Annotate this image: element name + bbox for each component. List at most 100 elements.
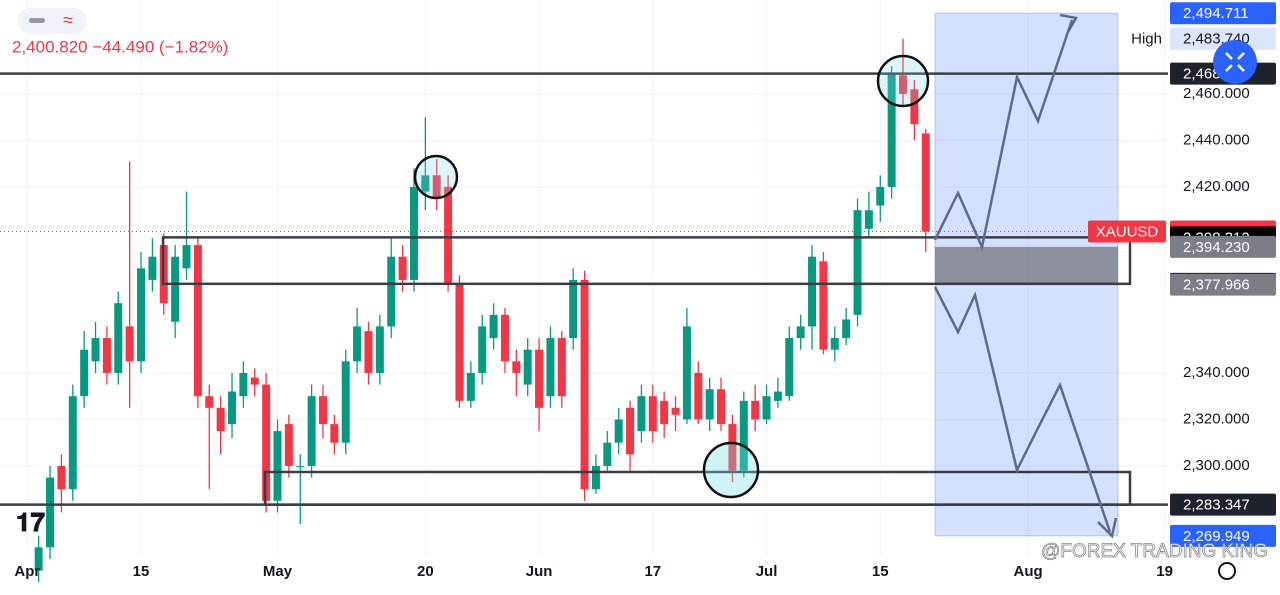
candle-body xyxy=(432,175,441,199)
price-axis: Apr 15 May 20 Jun 17 Jul 15 Aug 19 2,300.000 2,320.… xyxy=(14,2,1276,580)
zone xyxy=(161,236,1132,286)
symbol-tag: XAUUSD xyxy=(1096,224,1159,241)
candle-body xyxy=(489,314,498,339)
drawings xyxy=(0,72,1168,506)
candle-body xyxy=(125,326,134,362)
candle-body xyxy=(591,465,600,490)
label-tag: High xyxy=(1131,31,1162,48)
candle-body xyxy=(409,186,418,280)
candle-body xyxy=(808,256,817,327)
price-label: 2,394.230 xyxy=(1183,239,1250,256)
candle-body xyxy=(921,133,930,232)
candle-body xyxy=(705,389,714,420)
price-label-box xyxy=(1170,235,1276,258)
x-tick-label: 19 xyxy=(1156,563,1173,580)
x-tick-label: 17 xyxy=(644,563,661,580)
candle-body xyxy=(421,175,430,192)
candle-body xyxy=(91,338,100,362)
y-tick-label: 2,420.000 xyxy=(1183,178,1250,195)
price-label-box xyxy=(1170,524,1276,547)
candle-body xyxy=(773,391,782,401)
expand-button[interactable] xyxy=(1213,40,1257,84)
candle-body xyxy=(46,477,55,548)
candle-body xyxy=(899,75,908,94)
symbol-tag-box xyxy=(1088,220,1166,243)
candle-body xyxy=(546,338,555,397)
candle-body xyxy=(455,284,464,401)
x-tick-label: 15 xyxy=(133,563,150,580)
candle-body xyxy=(375,326,384,373)
expand-icon[interactable] xyxy=(1225,52,1245,72)
price-label: 2,269.949 xyxy=(1183,528,1250,545)
candle-body xyxy=(273,431,282,501)
candle-body xyxy=(284,424,293,466)
candle-body xyxy=(500,314,509,362)
candle-body xyxy=(785,338,794,397)
price-label: 2,283.347 xyxy=(1183,497,1250,514)
candle-body xyxy=(717,389,726,425)
quote: 2,400.820 −44.490 (−1.82%) xyxy=(12,37,228,56)
candle-body xyxy=(296,465,305,467)
candle-body xyxy=(148,256,157,280)
x-tick-label: Jun xyxy=(526,563,553,580)
candle-body xyxy=(444,186,453,285)
candle-body xyxy=(637,396,646,432)
price-label-box xyxy=(1170,2,1276,25)
x-tick-label: 15 xyxy=(872,563,889,580)
candle-body xyxy=(228,391,237,425)
toolbar-pill[interactable] xyxy=(17,8,87,34)
candles xyxy=(34,38,930,583)
candle-body xyxy=(626,407,635,455)
candle-body xyxy=(80,349,89,397)
collapse-icon[interactable] xyxy=(29,18,45,23)
x-tick-label: Jul xyxy=(756,563,778,580)
candle-body xyxy=(671,407,680,415)
candle-body xyxy=(330,424,339,443)
candle-body xyxy=(569,279,578,339)
candle-body xyxy=(876,186,885,206)
circle-annotation xyxy=(702,441,760,499)
x-tick-label: 20 xyxy=(417,563,434,580)
arrow-head xyxy=(1059,13,1078,33)
candle-body xyxy=(466,372,475,401)
indicator-icon[interactable]: ≈ xyxy=(63,10,73,30)
candle-body xyxy=(830,338,839,350)
candle-body xyxy=(819,261,828,350)
candle-body xyxy=(239,372,248,397)
candle-body xyxy=(853,210,862,315)
candle-body xyxy=(364,331,373,373)
settings-icon[interactable] xyxy=(1218,562,1236,580)
candle-body xyxy=(387,256,396,327)
watermark: @FOREX TRADING KING xyxy=(1041,541,1268,562)
candle-body xyxy=(34,547,43,571)
candle-body xyxy=(751,400,760,420)
overlap-box xyxy=(935,246,1118,285)
candle-body xyxy=(523,349,532,385)
candle-body xyxy=(694,372,703,420)
candle-body xyxy=(887,73,896,187)
arrow-head xyxy=(1097,517,1118,539)
candle-body xyxy=(193,245,202,397)
candle-body xyxy=(648,396,657,432)
candle-body xyxy=(182,245,191,269)
candle-body xyxy=(580,279,589,490)
x-tick-label: Apr xyxy=(14,563,40,580)
candle-body xyxy=(137,268,146,362)
candle-body xyxy=(660,400,669,425)
y-tick-label: 2,460.000 xyxy=(1183,85,1250,102)
candle-body xyxy=(398,256,407,280)
candle-body xyxy=(614,419,623,443)
candle-body xyxy=(102,338,111,373)
candle-body xyxy=(535,349,544,408)
x-tick-label: Aug xyxy=(1014,563,1043,580)
y-tick-label: 2,320.000 xyxy=(1183,410,1250,427)
price-label-box xyxy=(1170,27,1276,50)
candle-body xyxy=(842,319,851,339)
candle-body xyxy=(341,361,350,443)
projection-path xyxy=(933,19,1074,252)
price-label-box xyxy=(1170,273,1276,296)
candle-body xyxy=(353,326,362,362)
candle-body xyxy=(762,396,771,420)
candle-body xyxy=(262,384,271,501)
